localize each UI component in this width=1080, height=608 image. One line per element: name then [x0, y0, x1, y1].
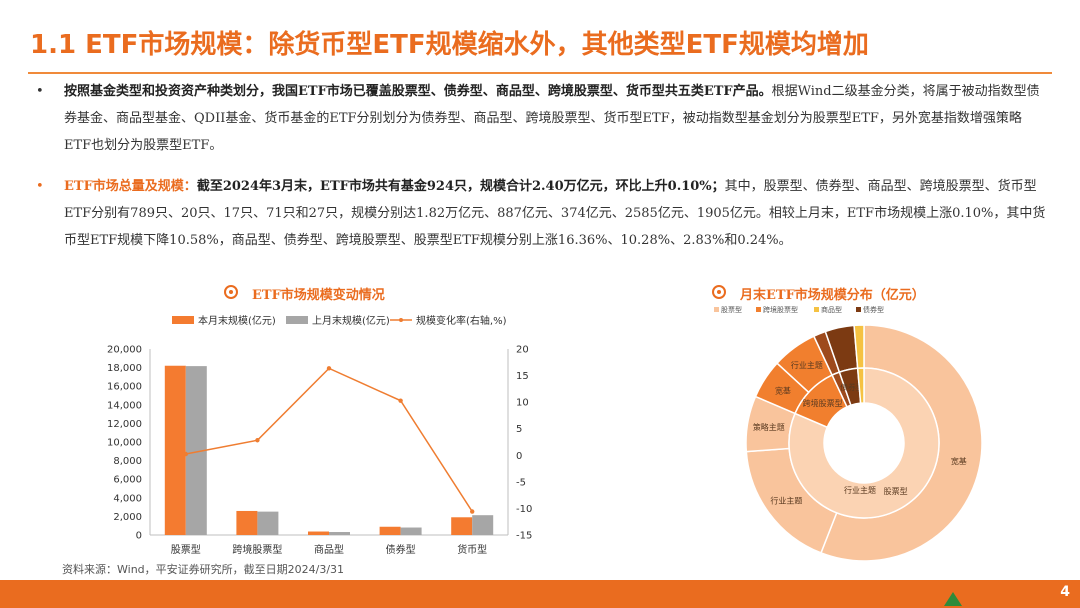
y-left-tick-label: 18,000 — [107, 363, 142, 374]
legend-swatch — [714, 307, 719, 312]
donut-outer-slice-label: 行业主题 — [791, 360, 823, 370]
pie-chart: 股票型 跨境股票型 商品型 债券型宽基行业主题策略主题宽基行业主题股票型跨境股票型债券… — [714, 305, 983, 562]
donut-inner-slice-label: 股票型 — [884, 487, 908, 496]
target-icon — [224, 285, 238, 299]
y-left-tick-label: 20,000 — [107, 345, 142, 356]
y-right-tick-label: 0 — [516, 451, 522, 462]
legend-swatch — [856, 307, 861, 312]
legend-swatch — [286, 316, 308, 324]
legend-label: 上月末规模(亿元) — [312, 314, 390, 327]
bullet-2-text: 其中，股票型、债券型、商品型、跨境股票型、货币型ETF分别有789只、20只、1… — [64, 179, 1046, 248]
y-right-tick-label: 20 — [516, 345, 529, 356]
line-point — [398, 398, 403, 403]
bar-chart: 本月末规模(亿元) 上月末规模(亿元) 规模变化率(右轴,%) 0 2,000 4,000… — [107, 314, 532, 556]
y-left-tick-label: 10,000 — [107, 438, 142, 449]
bar-chart-title: ETF市场规模变动情况 — [252, 288, 385, 303]
page-title: 1.1 ETF市场规模：除货币型ETF规模缩水外，其他类型ETF规模均增加 — [30, 30, 869, 60]
bullet-2: • ETF市场总量及规模：截至2024年3月末，ETF市场共有基金924只，规模… — [36, 173, 1046, 254]
legend-label: 商品型 — [821, 305, 842, 314]
y-right-tick-label: -10 — [516, 504, 532, 515]
donut-outer-slice-label: 行业主题 — [770, 495, 802, 505]
y-right-tick-label: 10 — [516, 398, 529, 409]
y-right-tick-label: -15 — [516, 531, 532, 542]
bullet-1-bold: 按照基金类型和投资资产种类划分，我国ETF市场已覆盖股票型、债券型、商品型、跨境… — [64, 84, 772, 99]
y-right-tick-label: 15 — [516, 371, 529, 382]
y-left-tick-label: 2,000 — [113, 512, 142, 523]
donut-center-label: 行业主题 — [844, 485, 876, 495]
y-left-tick-label: 14,000 — [107, 400, 142, 411]
line-point — [470, 509, 475, 514]
bullet-1-text: 根据Wind二级基金分类，将属于被动指数型债券基金、商品型基金、QDII基金、货… — [64, 84, 1040, 153]
bar — [257, 511, 279, 535]
bar — [164, 365, 186, 535]
legend-label: 本月末规模(亿元) — [198, 314, 276, 327]
y-left-tick-label: 8,000 — [113, 456, 142, 467]
footer-bar: 4 — [0, 580, 1080, 608]
bullet-dot: • — [36, 84, 44, 99]
x-tick-label: 货币型 — [457, 543, 487, 556]
legend-swatch — [756, 307, 761, 312]
title-divider — [28, 72, 1052, 74]
y-left-tick-label: 6,000 — [113, 475, 142, 486]
legend-label: 跨境股票型 — [763, 305, 798, 314]
legend-swatch — [172, 316, 194, 324]
x-tick-label: 跨境股票型 — [232, 543, 282, 556]
y-right-tick-label: 5 — [516, 424, 522, 435]
donut-hole — [824, 403, 904, 483]
bullet-2-bold: 截至2024年3月末，ETF市场共有基金924只，规模合计2.40万亿元，环比上… — [196, 179, 725, 194]
y-left-tick-label: 16,000 — [107, 382, 142, 393]
bar — [379, 526, 401, 535]
page-number: 4 — [1060, 584, 1070, 600]
bar — [329, 532, 350, 535]
bullet-2-label: ETF市场总量及规模： — [64, 179, 197, 194]
bar — [400, 527, 422, 535]
source-note: 资料来源：Wind，平安证券研究所，截至日期2024/3/31 — [62, 563, 345, 576]
line-point — [326, 366, 332, 371]
y-left-tick-label: 4,000 — [113, 493, 142, 504]
donut-inner-slice-label: 债券型 — [840, 382, 864, 392]
y-right-tick-label: -5 — [516, 477, 526, 488]
donut-outer-slice-label: 宽基 — [775, 386, 791, 396]
pie-chart-title: 月末ETF市场规模分布（亿元） — [740, 288, 925, 303]
x-tick-label: 债券型 — [386, 543, 416, 556]
y-left-tick-label: 12,000 — [107, 419, 142, 430]
bar — [236, 510, 258, 535]
legend-label: 股票型 — [721, 305, 742, 314]
legend-label: 债券型 — [863, 305, 884, 314]
line-point — [255, 438, 260, 443]
logo-icon — [944, 592, 962, 606]
legend-line-marker — [399, 318, 403, 322]
bar — [308, 531, 329, 535]
donut-outer-slice-label: 策略主题 — [753, 422, 785, 432]
bar — [472, 515, 494, 535]
donut-inner-slice-label: 跨境股票型 — [803, 398, 843, 408]
change-rate-line — [185, 367, 473, 512]
bullet-dot: • — [36, 179, 44, 194]
bar — [451, 517, 473, 535]
bar — [185, 366, 207, 535]
legend-label: 规模变化率(右轴,%) — [416, 314, 507, 327]
x-tick-label: 商品型 — [314, 543, 344, 556]
legend-swatch — [814, 307, 819, 312]
line-point — [183, 451, 188, 457]
donut-outer-slice-label: 宽基 — [951, 456, 967, 466]
bullet-1: • 按照基金类型和投资资产种类划分，我国ETF市场已覆盖股票型、债券型、商品型、… — [36, 78, 1046, 159]
x-tick-label: 股票型 — [171, 543, 201, 556]
target-icon — [712, 285, 726, 299]
y-left-tick-label: 0 — [136, 531, 142, 542]
